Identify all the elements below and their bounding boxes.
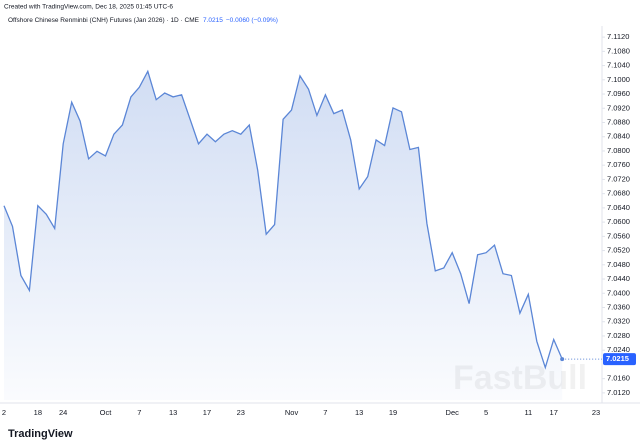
y-tick-label: 7.0800 — [607, 146, 630, 155]
y-tick-label: 7.0120 — [607, 388, 630, 397]
y-tick-label: 7.0400 — [607, 288, 630, 297]
y-tick-label: 7.0960 — [607, 89, 630, 98]
y-tick-label: 7.0840 — [607, 132, 630, 141]
chart-title: Offshore Chinese Renminbi (CNH) Futures … — [8, 17, 278, 24]
y-tick-label: 7.0280 — [607, 331, 630, 340]
x-tick-label: 19 — [389, 408, 397, 417]
title: Offshore Chinese Renminbi (CNH) Futures … — [8, 17, 200, 24]
line — [3, 69, 563, 370]
y-tick-label: 7.1080 — [607, 46, 630, 55]
x-tick-label: 13 — [169, 408, 177, 417]
header-change: −0.0060 (−0.09%) — [226, 17, 278, 24]
created-note: Created with TradingView.com, Dec 18, 20… — [4, 4, 173, 11]
y-tick-label: 7.0320 — [607, 317, 630, 326]
x-tick-label: 23 — [237, 408, 245, 417]
x-tick-label: 5 — [484, 408, 488, 417]
x-tick-label: 24 — [59, 408, 67, 417]
x-tick-label: Nov — [285, 408, 299, 417]
y-tick-label: 7.0240 — [607, 345, 630, 354]
x-tick-label: 17 — [203, 408, 211, 417]
x-tick-label: 7 — [137, 408, 141, 417]
x-tick-label: 13 — [355, 408, 363, 417]
y-tick-label: 7.0760 — [607, 160, 630, 169]
y-tick-label: 7.0520 — [607, 246, 630, 255]
price-tag — [603, 353, 636, 366]
y-tick-label: 7.0720 — [607, 174, 630, 183]
x-tick-label: 2 — [2, 408, 6, 417]
area — [4, 71, 563, 401]
y-tick-label: 7.0560 — [607, 231, 630, 240]
y-tick-label: 7.0160 — [607, 374, 630, 383]
y-tick-label: 7.0680 — [607, 189, 630, 198]
y-tick-label: 7.0920 — [607, 103, 630, 112]
x-tick-label: 11 — [524, 408, 532, 417]
y-tick-label: 7.1120 — [607, 32, 629, 41]
price-tag-label: 7.0215 — [606, 354, 629, 363]
x-tick-label: 17 — [550, 408, 558, 417]
y-tick-label: 7.0480 — [607, 260, 630, 269]
x-tick-label: Oct — [100, 408, 113, 417]
y-tick-label: 7.0880 — [607, 117, 630, 126]
y-tick-label: 7.1040 — [607, 61, 630, 70]
x-tick-label: 23 — [592, 408, 600, 417]
y-tick-label: 7.0640 — [607, 203, 630, 212]
x-tick-label: 18 — [34, 408, 42, 417]
x-tick-label: 7 — [323, 408, 327, 417]
header-price: 7.0215 — [203, 17, 223, 24]
y-tick-label: 7.0600 — [607, 217, 630, 226]
y-tick-label: 7.0440 — [607, 274, 630, 283]
y-tick-label: 7.0360 — [607, 302, 630, 311]
footer-brand: TradingView — [8, 428, 73, 440]
x-tick-label: Dec — [446, 408, 460, 417]
y-tick-label: 7.1000 — [607, 75, 630, 84]
